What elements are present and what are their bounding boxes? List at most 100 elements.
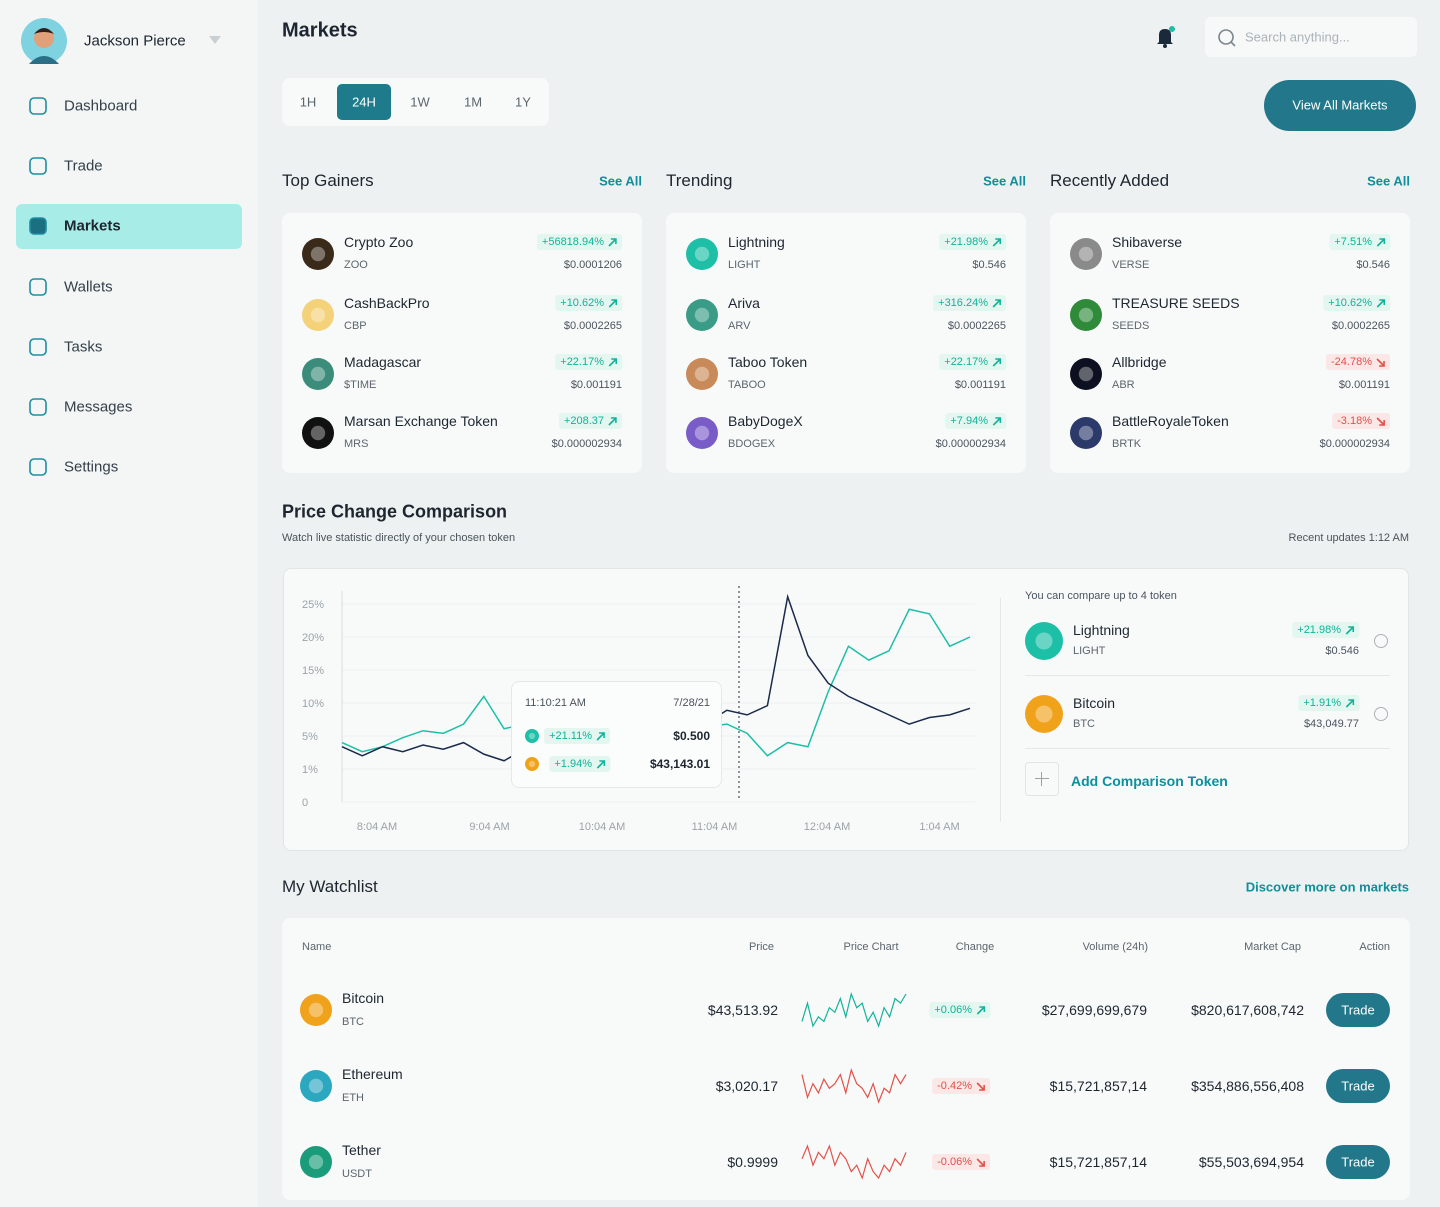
token-icon	[1070, 238, 1102, 270]
change-value: +1.91%	[1303, 697, 1341, 709]
timeframe-tab[interactable]: 1W	[410, 94, 430, 110]
chart-card	[283, 568, 1409, 851]
view-all-button[interactable]	[1264, 80, 1416, 131]
change-value: +7.51%	[1334, 236, 1372, 248]
icon-circle	[686, 417, 718, 449]
trade-button[interactable]	[1326, 1145, 1390, 1179]
change-badge: +22.17%	[939, 354, 1006, 370]
column-header: Change	[955, 941, 995, 953]
nav-item[interactable]: Markets	[64, 217, 121, 235]
bell-icon[interactable]	[1155, 26, 1177, 48]
arrow	[1345, 625, 1354, 635]
search-box[interactable]	[1205, 17, 1417, 57]
section-title: Recently Added	[1050, 171, 1170, 190]
token-icon	[302, 417, 334, 449]
icon-inner	[310, 366, 326, 382]
trade-label[interactable]: Trade	[1341, 1078, 1375, 1094]
change-badge: +21.98%	[1292, 622, 1359, 638]
timeframe-tab[interactable]: 24H	[352, 94, 376, 110]
icon-circle	[686, 238, 718, 270]
nav-icon	[29, 458, 47, 476]
tooltip-price: $43,143.01	[649, 757, 710, 771]
arrow-icon	[992, 237, 1001, 247]
icon-inner	[310, 425, 326, 441]
change-badge: +21.98%	[939, 234, 1006, 250]
nav-item[interactable]: Settings	[64, 458, 119, 476]
change-badge: +1.91%	[1298, 695, 1359, 711]
divider	[1025, 748, 1390, 749]
token-icon	[302, 238, 334, 270]
token-name: Ethereum	[342, 1066, 403, 1082]
trade-button[interactable]	[1326, 993, 1390, 1027]
icon-circle	[1025, 622, 1063, 660]
nav-item[interactable]: Wallets	[64, 278, 113, 296]
nav-icon	[29, 337, 47, 356]
change-value: +21.98%	[1297, 624, 1341, 636]
remove-button[interactable]	[1374, 634, 1388, 648]
token-name: Lightning	[1073, 622, 1130, 638]
nav-icon	[29, 217, 47, 236]
icon-circle	[1070, 417, 1102, 449]
token-price: $0.000002934	[551, 438, 622, 450]
arrow-icon	[1376, 237, 1385, 247]
tooltip-price: $0.500	[673, 729, 710, 743]
arrow	[992, 298, 1001, 308]
arrow	[976, 1005, 985, 1015]
see-all-link[interactable]: See All	[983, 173, 1026, 189]
change-badge: +10.62%	[555, 295, 622, 311]
icon-inner	[1035, 705, 1053, 723]
token-icon	[300, 994, 332, 1026]
see-all-link[interactable]: See All	[1367, 173, 1410, 189]
icon-circle	[686, 299, 718, 331]
change-badge: +7.94%	[945, 413, 1006, 429]
timeframe-tab[interactable]: 1H	[299, 94, 317, 110]
see-all-link[interactable]: See All	[599, 173, 642, 189]
nav-item[interactable]: Trade	[64, 157, 103, 175]
trade-label[interactable]: Trade	[1341, 1154, 1375, 1170]
icon-circle	[1070, 238, 1102, 270]
token-name: Bitcoin	[1073, 695, 1116, 711]
caret[interactable]	[209, 36, 221, 44]
remove-button[interactable]	[1374, 707, 1388, 721]
arrow	[608, 237, 617, 247]
active-tab-bg[interactable]	[337, 84, 391, 120]
arrow	[1345, 698, 1354, 708]
change-value: +21.98%	[944, 236, 988, 248]
x-tick-label: 10:04 AM	[579, 821, 625, 833]
sparkline	[801, 1144, 907, 1180]
trade-label[interactable]: Trade	[1341, 1002, 1375, 1018]
y-tick-label: 25%	[302, 599, 324, 611]
change-value: +56818.94%	[541, 236, 604, 248]
icon-inner	[310, 307, 326, 323]
icon-inner	[1035, 632, 1053, 650]
token-name: BabyDogeX	[728, 413, 803, 429]
timeframe-tab[interactable]: 1M	[463, 94, 483, 110]
token-card	[666, 213, 1026, 473]
discover-link[interactable]: Discover more on markets	[1245, 879, 1409, 895]
token-name: Lightning	[728, 234, 785, 250]
add-button[interactable]	[1025, 762, 1059, 796]
token-icon	[302, 358, 334, 390]
icon-circle	[300, 1070, 332, 1102]
nav-icon	[29, 398, 47, 416]
token-name: Taboo Token	[728, 354, 808, 370]
add-link[interactable]: Add Comparison Token	[1071, 773, 1228, 789]
nav-item[interactable]: Tasks	[64, 338, 103, 356]
section-title: Trending	[666, 171, 733, 190]
change-badge: +21.11%	[544, 728, 610, 744]
nav-item[interactable]: Messages	[64, 398, 133, 416]
token-symbol: TABOO	[728, 379, 766, 391]
timeframe-tab[interactable]: 1Y	[515, 94, 531, 110]
watchlist-card	[282, 918, 1410, 1200]
nav-icon	[29, 277, 47, 296]
token-icon	[525, 729, 539, 743]
icon-inner	[1078, 246, 1094, 262]
nav-icon	[29, 97, 47, 115]
icon-inner	[528, 760, 536, 768]
nav-item[interactable]: Dashboard	[64, 97, 138, 115]
token-price: $43,513.92	[707, 1002, 778, 1018]
arrow	[608, 416, 617, 426]
sidebar	[0, 0, 258, 1207]
trade-button[interactable]	[1326, 1069, 1390, 1103]
